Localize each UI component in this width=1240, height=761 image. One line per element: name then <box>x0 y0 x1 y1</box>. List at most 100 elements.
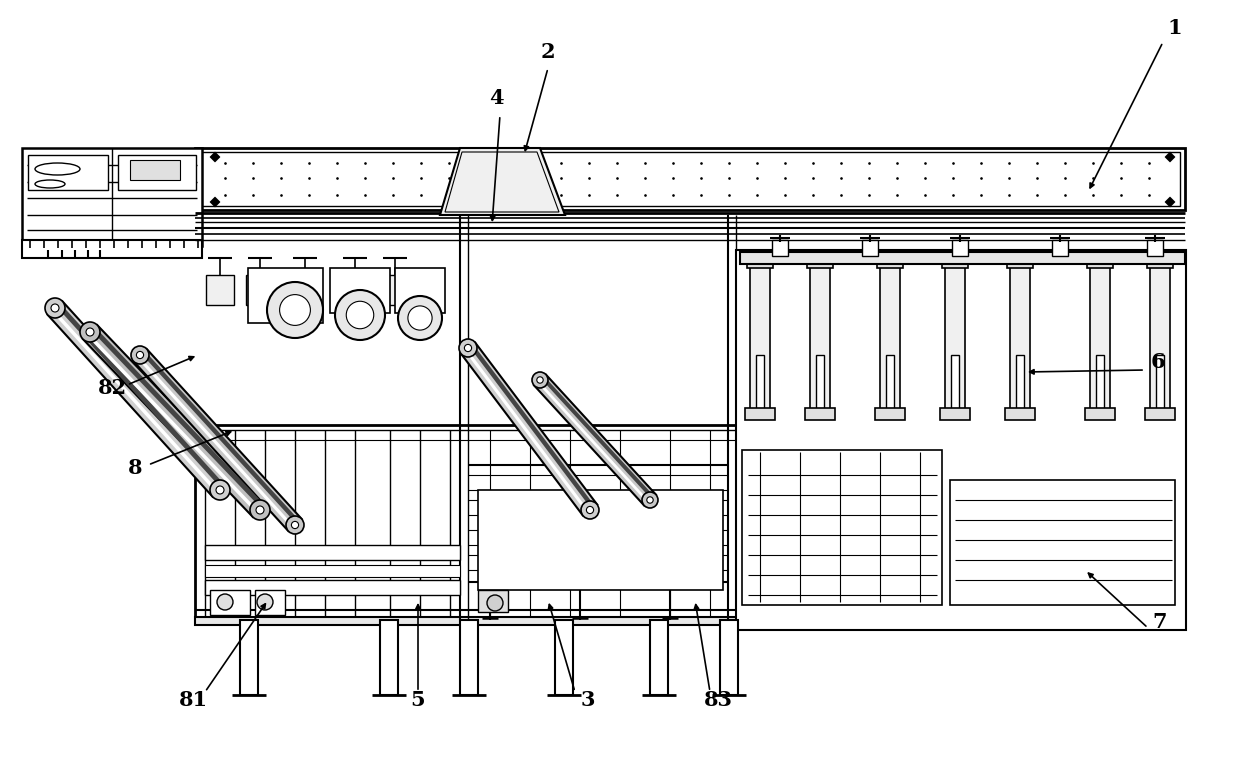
Bar <box>952 240 968 256</box>
Bar <box>773 240 787 256</box>
Bar <box>740 252 1185 264</box>
Polygon shape <box>47 301 227 497</box>
Bar <box>1016 355 1024 415</box>
Circle shape <box>267 282 322 338</box>
Bar <box>241 620 258 695</box>
Bar <box>379 620 398 695</box>
Bar <box>816 355 825 415</box>
Bar <box>22 148 202 246</box>
Bar <box>650 620 668 695</box>
Bar <box>200 152 1180 206</box>
Circle shape <box>45 298 64 318</box>
Text: 1: 1 <box>1168 18 1182 38</box>
Circle shape <box>532 372 548 388</box>
Polygon shape <box>51 309 219 493</box>
Bar <box>195 148 1185 210</box>
Bar <box>880 258 900 413</box>
Circle shape <box>408 306 432 330</box>
Bar <box>396 268 445 313</box>
Polygon shape <box>534 374 656 505</box>
Text: 3: 3 <box>580 690 595 710</box>
Polygon shape <box>87 333 259 514</box>
Bar <box>887 355 894 415</box>
Ellipse shape <box>35 180 64 188</box>
Bar <box>805 408 835 420</box>
Polygon shape <box>541 376 655 499</box>
Polygon shape <box>141 351 300 524</box>
Bar <box>205 545 460 560</box>
Circle shape <box>210 480 229 500</box>
Bar <box>1096 355 1104 415</box>
Bar <box>291 275 319 305</box>
Bar <box>1090 258 1110 413</box>
Bar <box>206 275 234 305</box>
Circle shape <box>51 304 60 312</box>
Text: 2: 2 <box>541 42 556 62</box>
Circle shape <box>487 595 503 611</box>
Bar <box>950 480 1176 605</box>
Bar <box>556 620 573 695</box>
Bar <box>742 450 942 605</box>
Bar <box>195 425 1185 620</box>
Circle shape <box>291 521 299 529</box>
Polygon shape <box>57 304 226 489</box>
Bar <box>1147 240 1163 256</box>
Polygon shape <box>1166 152 1176 162</box>
Bar <box>29 155 108 190</box>
Text: 4: 4 <box>489 88 503 108</box>
Bar <box>1085 408 1115 420</box>
Bar <box>248 268 322 323</box>
Polygon shape <box>465 349 589 513</box>
Bar <box>1011 258 1030 413</box>
Circle shape <box>131 346 149 364</box>
Polygon shape <box>92 327 265 508</box>
Ellipse shape <box>35 163 81 175</box>
Polygon shape <box>537 380 649 503</box>
Bar <box>756 355 764 415</box>
Bar <box>1145 408 1176 420</box>
Bar <box>877 254 903 268</box>
Polygon shape <box>470 344 595 509</box>
Circle shape <box>642 492 658 508</box>
Bar <box>951 355 959 415</box>
Bar <box>205 565 460 577</box>
Bar <box>341 275 370 305</box>
Bar <box>945 258 965 413</box>
Bar <box>460 620 477 695</box>
Circle shape <box>217 594 233 610</box>
Bar <box>195 617 1185 625</box>
Bar <box>330 268 391 313</box>
Bar <box>118 155 196 190</box>
Text: 6: 6 <box>1151 352 1166 372</box>
Circle shape <box>255 506 264 514</box>
Bar <box>810 258 830 413</box>
Circle shape <box>459 339 477 357</box>
Bar <box>1087 254 1114 268</box>
Text: 5: 5 <box>410 690 425 710</box>
Bar <box>862 240 878 256</box>
Circle shape <box>86 328 94 336</box>
Bar <box>246 275 274 305</box>
Bar <box>745 408 775 420</box>
Circle shape <box>257 594 273 610</box>
Text: 81: 81 <box>179 690 207 710</box>
Polygon shape <box>83 325 268 517</box>
Bar <box>940 408 970 420</box>
Polygon shape <box>440 148 565 215</box>
Circle shape <box>335 290 384 340</box>
Circle shape <box>286 516 304 534</box>
Bar <box>130 160 180 180</box>
Circle shape <box>587 506 594 514</box>
Text: 7: 7 <box>1153 612 1167 632</box>
Text: 8: 8 <box>128 458 143 478</box>
Polygon shape <box>1166 197 1176 207</box>
Bar <box>737 250 1185 630</box>
Circle shape <box>398 296 441 340</box>
Circle shape <box>465 345 471 352</box>
Bar <box>1052 240 1068 256</box>
Polygon shape <box>210 152 219 162</box>
Circle shape <box>279 295 310 326</box>
Bar <box>1007 254 1033 268</box>
Bar <box>1147 254 1173 268</box>
Polygon shape <box>461 342 598 515</box>
